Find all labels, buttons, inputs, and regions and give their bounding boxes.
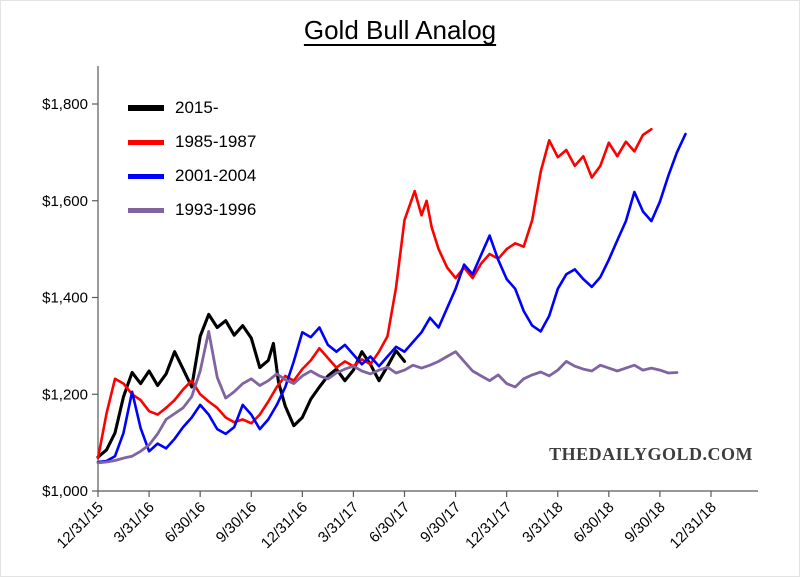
legend-item-1985-1987: 1985-1987: [128, 125, 256, 159]
y-tick-label: $1,400: [42, 290, 88, 307]
x-tick-label: 6/30/18: [570, 499, 617, 546]
series-line-2015-: [96, 312, 407, 459]
series-line-1985-1987: [96, 127, 653, 460]
y-tick-label: $1,600: [42, 193, 88, 210]
legend-label-2001-2004: 2001-2004: [175, 166, 257, 185]
legend-label-2015: 2015-: [175, 98, 219, 117]
chart-title-text: Gold Bull Analog: [303, 15, 497, 45]
y-tick-label: $1,000: [42, 483, 88, 500]
x-tick-label: 3/31/18: [519, 499, 566, 546]
legend-swatch-blue: [128, 173, 164, 179]
legend-item-2001-2004: 2001-2004: [128, 159, 256, 193]
x-tick-label: 6/30/17: [366, 499, 413, 546]
x-tick-label: 3/31/16: [111, 499, 158, 546]
x-tick-label: 9/30/17: [417, 499, 464, 546]
legend-label-1993-1996: 1993-1996: [175, 200, 257, 219]
legend-swatch-purple: [128, 207, 164, 213]
x-tick-label: 3/31/17: [315, 499, 362, 546]
chart-title: Gold Bull Analog: [1, 15, 799, 46]
y-tick-label: $1,800: [42, 96, 88, 113]
legend-swatch-red: [128, 139, 164, 145]
series-line-1993-1996: [96, 329, 679, 465]
watermark: THEDAILYGOLD.COM: [549, 444, 753, 464]
x-tick-label: 6/30/16: [162, 499, 209, 546]
legend-label-1985-1987: 1985-1987: [175, 132, 257, 151]
x-tick-label: 12/31/17: [462, 499, 515, 552]
legend-item-1993-1996: 1993-1996: [128, 193, 256, 227]
x-tick-label: 12/31/18: [667, 499, 720, 552]
x-tick-label: 9/30/16: [213, 499, 260, 546]
legend-item-2015: 2015-: [128, 91, 256, 125]
x-tick-label: 9/30/18: [621, 499, 668, 546]
x-tick-label: 12/31/15: [54, 499, 107, 552]
legend-swatch-black: [128, 105, 164, 111]
x-tick-label: 12/31/16: [258, 499, 311, 552]
legend: 2015- 1985-1987 2001-2004 1993-1996: [128, 91, 256, 227]
y-tick-label: $1,200: [42, 386, 88, 403]
series-line-2001-2004: [96, 132, 687, 464]
